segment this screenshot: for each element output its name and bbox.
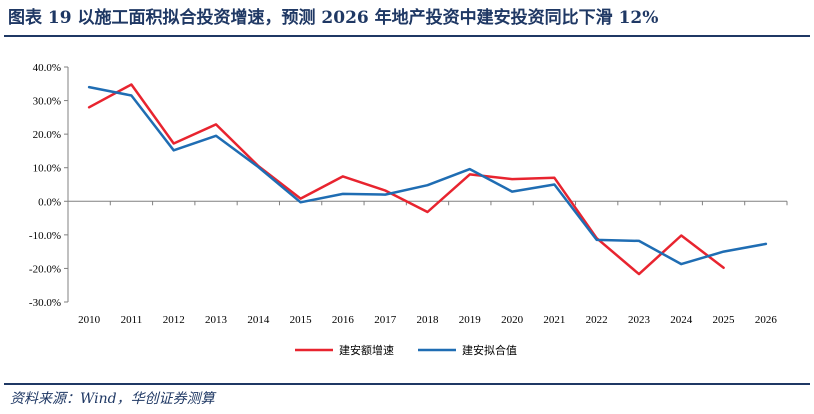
- source-note: 资料来源：Wind，华创证券测算: [10, 391, 215, 407]
- legend: 建安额增速 建安拟合值: [295, 343, 517, 357]
- y-tick-label: -30.0%: [29, 297, 61, 309]
- title-rule: [4, 35, 810, 37]
- figure-title: 图表 19 以施工面积拟合投资增速，预测 2026 年地产投资中建安投资同比下滑…: [8, 8, 659, 28]
- y-tick-label: 0.0%: [38, 196, 61, 208]
- x-tick-label: 2018: [417, 314, 440, 326]
- legend-label-2: 建安拟合值: [462, 343, 517, 357]
- x-tick-label: 2021: [543, 314, 565, 326]
- x-tick-label: 2014: [247, 314, 270, 326]
- x-tick-label: 2025: [713, 314, 736, 326]
- x-tick-label: 2010: [78, 314, 101, 326]
- x-tick-label: 2026: [755, 314, 778, 326]
- series-line-2: [87, 85, 768, 266]
- series-line-1: [87, 83, 725, 276]
- x-tick-label: 2020: [501, 314, 524, 326]
- x-tick-label: 2024: [670, 314, 693, 326]
- x-tick-label: 2013: [205, 314, 228, 326]
- legend-label-1: 建安额增速: [339, 343, 394, 357]
- x-tick-label: 2023: [628, 314, 651, 326]
- source-rule: [4, 383, 810, 385]
- y-tick-label: -10.0%: [29, 230, 61, 242]
- legend-item-1: 建安额增速: [295, 343, 394, 357]
- y-tick-label: 10.0%: [33, 163, 61, 175]
- x-tick-label: 2022: [586, 314, 608, 326]
- series-lines: [87, 83, 768, 276]
- y-tick-label: 30.0%: [33, 96, 61, 108]
- y-tick-label: 40.0%: [33, 62, 61, 74]
- x-tick-label: 2012: [163, 314, 185, 326]
- x-tick-label: 2011: [121, 314, 143, 326]
- x-tick-label: 2017: [374, 314, 397, 326]
- x-axis: 2010 2011 2012 2013 2014 2015 2016 2017 2018 2019…: [67, 200, 788, 326]
- x-tick-label: 2015: [290, 314, 313, 326]
- y-tick-label: 20.0%: [33, 129, 61, 141]
- x-tick-label: 2016: [332, 314, 355, 326]
- y-tick-label: -20.0%: [29, 263, 61, 275]
- y-axis: 40.0% 30.0% 20.0% 10.0% 0.0% -10.0% -20.0% -30.…: [29, 62, 69, 309]
- legend-item-2: 建安拟合值: [418, 343, 517, 357]
- x-tick-label: 2019: [459, 314, 482, 326]
